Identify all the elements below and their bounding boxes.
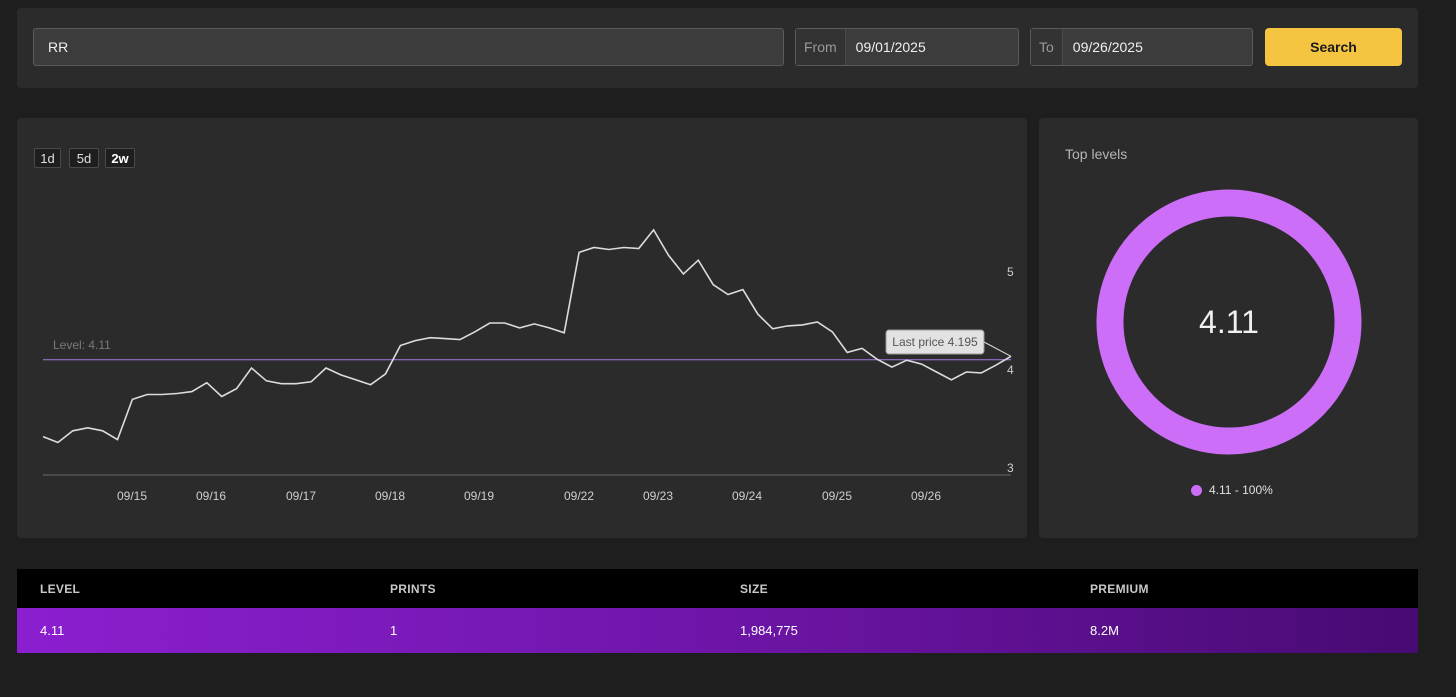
to-label: To: [1031, 29, 1063, 65]
cell-level: 4.11: [40, 623, 65, 638]
header-size[interactable]: SIZE: [740, 581, 768, 596]
levels-table: LEVEL PRINTS SIZE PREMIUM 4.11 1 1,984,7…: [17, 569, 1418, 653]
x-tick-label: 09/16: [196, 489, 226, 503]
to-date-value[interactable]: 09/26/2025: [1072, 39, 1143, 55]
donut-legend: 4.11 - 100%: [1191, 483, 1273, 497]
range-button-5d[interactable]: 5d: [69, 148, 99, 168]
level-label: Level: 4.11: [53, 338, 111, 352]
symbol-input[interactable]: [34, 39, 783, 55]
x-tick-label: 09/17: [286, 489, 316, 503]
range-button-2w[interactable]: 2w: [105, 148, 135, 168]
price-chart: 09/15 09/16 09/17 09/18 09/19 09/22 09/23 09/24…: [42, 228, 1014, 503]
x-tick-label: 09/25: [822, 489, 852, 503]
legend-dot-icon: [1191, 484, 1202, 496]
x-tick-label: 09/19: [464, 489, 494, 503]
top-levels-donut: [1096, 189, 1362, 455]
price-series-line: [42, 228, 1012, 444]
range-button-1d[interactable]: 1d: [34, 148, 61, 168]
x-tick-label: 09/22: [564, 489, 594, 503]
last-price-connector: [983, 341, 1012, 357]
cell-prints: 1: [390, 623, 398, 638]
top-levels-panel: Top levels 4.11 4.11 - 100%: [1039, 118, 1418, 538]
from-date-field[interactable]: From 09/01/2025: [795, 28, 1019, 66]
x-tick-label: 09/24: [732, 489, 762, 503]
cell-premium: 8.2M: [1090, 623, 1119, 638]
header-prints[interactable]: PRINTS: [390, 581, 436, 596]
header-level[interactable]: LEVEL: [40, 581, 81, 596]
table-header: LEVEL PRINTS SIZE PREMIUM: [17, 569, 1418, 608]
search-button[interactable]: Search: [1265, 28, 1402, 66]
top-levels-title: Top levels: [1065, 146, 1128, 162]
x-tick-label: 09/15: [117, 489, 147, 503]
symbol-field[interactable]: [33, 28, 784, 66]
last-price-box: [885, 329, 985, 355]
from-date-value[interactable]: 09/01/2025: [855, 39, 926, 55]
table-row[interactable]: 4.11 1 1,984,775 8.2M: [17, 608, 1418, 653]
to-date-field[interactable]: To 09/26/2025: [1030, 28, 1253, 66]
x-tick-label: 09/18: [375, 489, 405, 503]
legend-label: 4.11 - 100%: [1209, 483, 1273, 497]
y-tick-label: 5: [1007, 265, 1014, 279]
x-tick-label: 09/26: [911, 489, 941, 503]
search-bar: From 09/01/2025 To 09/26/2025 Search: [17, 8, 1418, 88]
y-tick-label: 3: [1007, 461, 1014, 475]
last-price-label: Last price 4.195: [892, 335, 978, 349]
price-chart-panel: 09/15 09/16 09/17 09/18 09/19 09/22 09/23 09/24…: [17, 118, 1027, 538]
header-premium[interactable]: PREMIUM: [1090, 581, 1149, 596]
x-tick-label: 09/23: [643, 489, 673, 503]
from-label: From: [796, 29, 846, 65]
cell-size: 1,984,775: [740, 623, 798, 638]
donut-slice[interactable]: [1096, 189, 1362, 455]
y-tick-label: 4: [1007, 363, 1014, 377]
